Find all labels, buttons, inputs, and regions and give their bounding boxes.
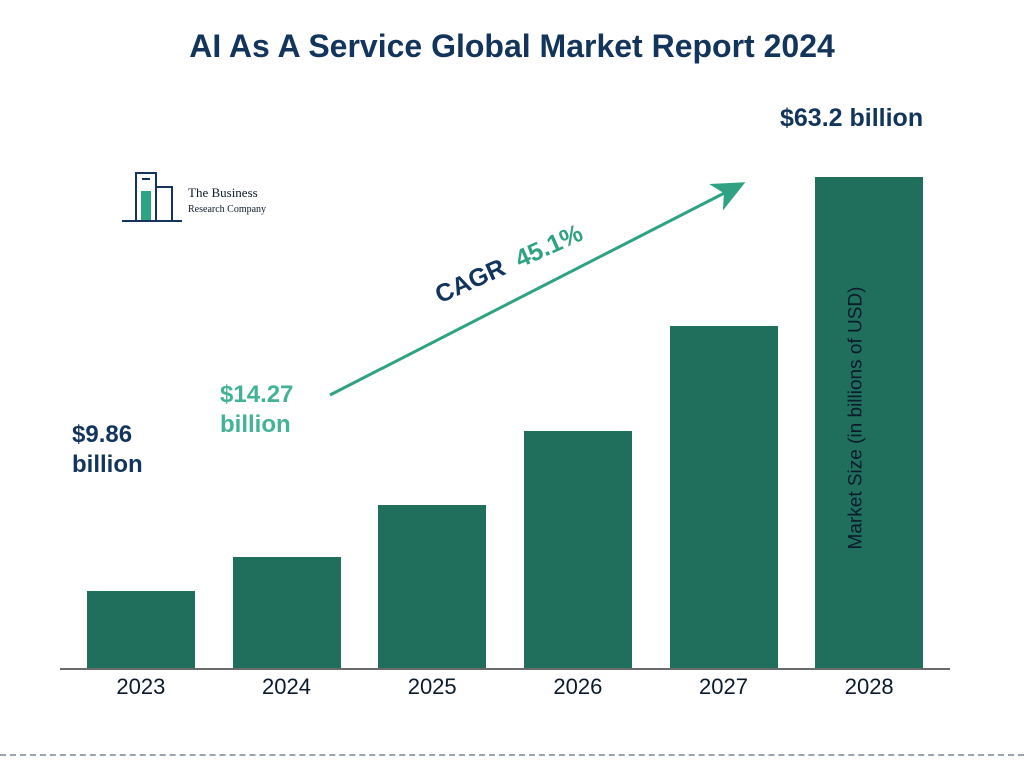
xlabel-2026: 2026 xyxy=(505,674,651,702)
footer-divider xyxy=(0,754,1024,756)
bar-2025 xyxy=(378,505,486,668)
bars-container xyxy=(60,163,950,668)
bar-2023 xyxy=(87,591,195,668)
xlabel-2027: 2027 xyxy=(651,674,797,702)
callout-2023: $9.86 billion xyxy=(72,420,143,480)
xlabel-2028: 2028 xyxy=(796,674,942,702)
xlabel-2024: 2024 xyxy=(214,674,360,702)
bar-chart: 2023 2024 2025 2026 2027 2028 Market Siz… xyxy=(60,135,950,700)
y-axis-label: Market Size (in billions of USD) xyxy=(846,286,868,549)
callout-2028: $63.2 billion xyxy=(780,103,923,134)
bar-2024 xyxy=(233,557,341,668)
page-title: AI As A Service Global Market Report 202… xyxy=(0,28,1024,65)
bar-2026 xyxy=(524,431,632,668)
bar-2028 xyxy=(815,177,923,668)
callout-2024: $14.27 billion xyxy=(220,380,293,440)
xlabel-2025: 2025 xyxy=(359,674,505,702)
x-axis-labels: 2023 2024 2025 2026 2027 2028 xyxy=(60,674,950,702)
xlabel-2023: 2023 xyxy=(68,674,214,702)
chart-canvas: AI As A Service Global Market Report 202… xyxy=(0,0,1024,768)
bar-2027 xyxy=(670,326,778,668)
x-axis-line xyxy=(60,668,950,670)
